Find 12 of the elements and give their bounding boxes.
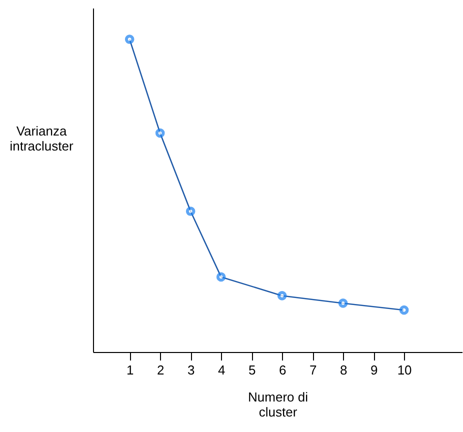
x-axis-title: Numero di cluster	[248, 390, 308, 420]
x-tick-label: 9	[370, 362, 378, 378]
x-tick-label: 7	[309, 362, 317, 378]
x-tick-label: 2	[156, 362, 164, 378]
x-tick-label: 3	[187, 362, 195, 378]
x-tick-label: 4	[218, 362, 226, 378]
x-tick-label: 10	[397, 362, 412, 378]
y-axis-title: Varianza intracluster	[10, 124, 74, 154]
x-tick-label: 5	[248, 362, 256, 378]
x-tick-label: 1	[126, 362, 134, 378]
x-tick-label: 6	[278, 362, 286, 378]
x-tick-label: 8	[340, 362, 348, 378]
